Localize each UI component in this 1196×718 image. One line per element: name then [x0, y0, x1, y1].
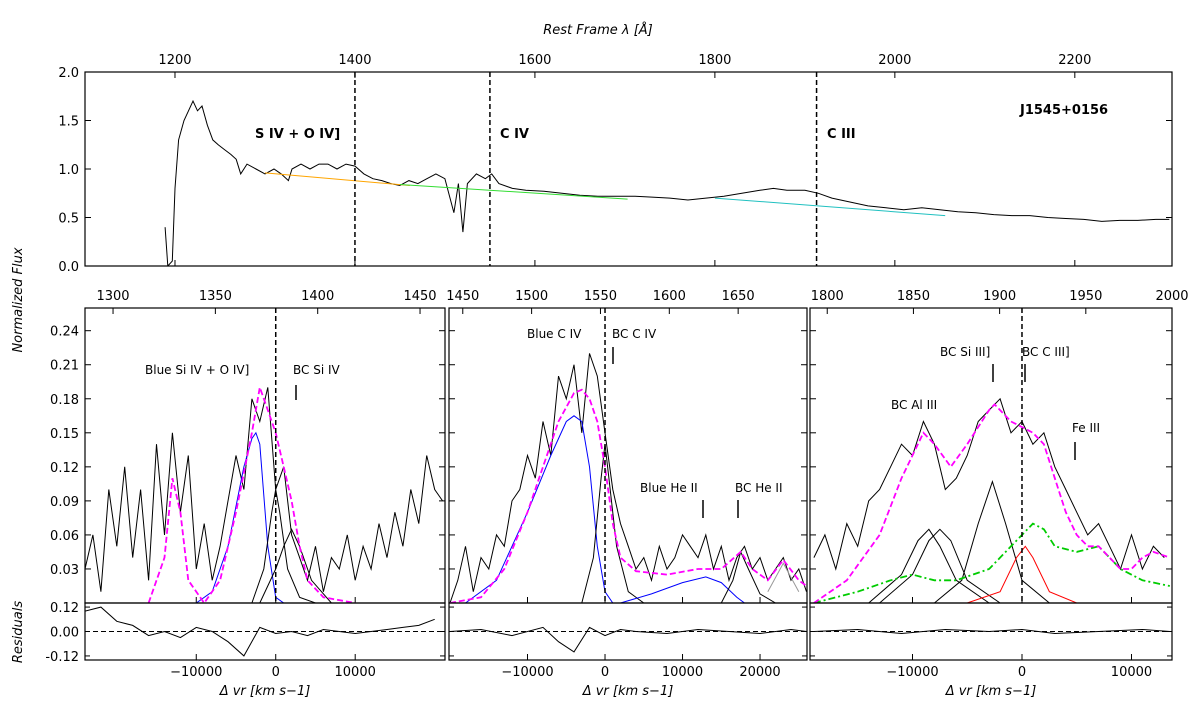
x2-tick-label: 1350	[199, 289, 232, 304]
y-tick-label: 2.0	[58, 66, 79, 81]
y-tick-label: 0.24	[50, 325, 79, 340]
y-tick-label: 1.5	[58, 115, 79, 130]
spectrum-line	[465, 415, 614, 603]
spectrum-line	[714, 197, 946, 217]
y-label: Normalized Flux	[11, 247, 26, 352]
annotation: S IV + O IV]	[255, 127, 340, 142]
annotation: J1545+0156	[1019, 103, 1108, 118]
y-tick-label: 0.03	[50, 563, 79, 578]
x2-tick-label: 1900	[983, 289, 1016, 304]
annotation: C III	[827, 127, 856, 142]
y-tick-label: 0.18	[50, 393, 79, 408]
x2-tick-label: 1850	[897, 289, 930, 304]
spectrum-line	[813, 628, 1170, 635]
axes-frame	[809, 602, 1173, 661]
spectrum-line	[879, 528, 1001, 603]
y-tick-label: 0.06	[50, 529, 79, 544]
x-tick-label: 10000	[662, 665, 703, 680]
x-tick-label: 10000	[1111, 665, 1152, 680]
spectrum-line	[581, 444, 645, 603]
spectrum-line	[449, 353, 807, 603]
spectrum-line	[147, 383, 356, 603]
x2-tick-label: 1300	[96, 289, 129, 304]
x-tick-label: −10000	[170, 665, 222, 680]
spectrum-line	[264, 172, 410, 186]
spectrum-line	[767, 562, 800, 592]
annotation: Blue Si IV + O IV]	[145, 363, 249, 377]
spectrum-line	[868, 528, 990, 603]
spectrum-line	[813, 397, 1165, 571]
y-tick-label: -0.12	[45, 650, 79, 665]
spectrum-line	[85, 387, 444, 592]
x2-tick-label: 2000	[1155, 289, 1188, 304]
spectrum-line	[813, 403, 1171, 603]
spectrum-line	[196, 431, 284, 603]
x-tick-label: 1800	[698, 53, 731, 68]
spectrum-line	[720, 550, 776, 603]
spectrum-line	[620, 576, 745, 603]
axes-frame	[84, 602, 446, 661]
y-tick-label: 0.12	[50, 461, 79, 476]
annotation: BC C III]	[1022, 345, 1070, 359]
x-tick-label: −10000	[501, 665, 553, 680]
x-label: Δ vr [km s−1]	[219, 684, 311, 699]
x2-tick-label: 1450	[403, 289, 436, 304]
annotation: Fe III	[1072, 421, 1100, 435]
y-tick-label: 0.00	[50, 626, 79, 641]
x-tick-label: 10000	[335, 665, 376, 680]
spectrum-line	[251, 489, 316, 603]
x-tick-label: 1200	[158, 53, 191, 68]
y-tick-label: 0.12	[50, 601, 79, 616]
annotation: BC He II	[735, 481, 783, 495]
x-tick-label: −10000	[886, 665, 938, 680]
axes-frame	[448, 307, 808, 604]
residual-label: Residuals	[11, 601, 26, 663]
spectrum-line	[164, 99, 1170, 266]
x2-tick-label: 1500	[515, 289, 548, 304]
x-tick-label: 2200	[1058, 53, 1091, 68]
y-tick-label: 0.21	[50, 359, 79, 374]
x-tick-label: 20000	[739, 665, 780, 680]
x-tick-label: 1600	[518, 53, 551, 68]
x2-tick-label: 1800	[811, 289, 844, 304]
top-xlabel: Rest Frame λ [Å]	[543, 22, 652, 38]
spectrum-line	[85, 606, 435, 657]
annotation: C IV	[500, 127, 529, 142]
x2-tick-label: 1950	[1069, 289, 1102, 304]
x2-tick-label: 1650	[722, 289, 755, 304]
annotation: Blue He II	[640, 481, 698, 495]
x-tick-label: 0	[272, 665, 280, 680]
y-tick-label: 0.5	[58, 212, 79, 227]
spectrum-line	[967, 545, 1077, 603]
y-tick-label: 0.09	[50, 495, 79, 510]
axes-frame	[448, 602, 808, 661]
x-label: Δ vr [km s−1]	[582, 684, 674, 699]
x2-tick-label: 1600	[653, 289, 686, 304]
x-tick-label: 2000	[878, 53, 911, 68]
x-tick-label: 0	[1018, 665, 1026, 680]
annotation: BC Si III]	[940, 345, 990, 359]
annotation: BC Al III	[891, 398, 937, 412]
y-tick-label: 0.0	[58, 260, 79, 275]
spectrum-line	[399, 184, 628, 200]
x2-tick-label: 1550	[584, 289, 617, 304]
y-tick-label: 0.15	[50, 427, 79, 442]
x-tick-label: 0	[601, 665, 609, 680]
y-tick-label: 1.0	[58, 163, 79, 178]
spectrum-line	[813, 522, 1170, 603]
x-label: Δ vr [km s−1]	[945, 684, 1037, 699]
x-tick-label: 1400	[338, 53, 371, 68]
x2-tick-label: 1450	[446, 289, 479, 304]
spectrum-line	[449, 388, 807, 603]
annotation: BC C IV	[612, 327, 657, 341]
axes-frame	[84, 71, 1173, 267]
x2-tick-label: 1400	[301, 289, 334, 304]
annotation: Blue C IV	[527, 327, 582, 341]
axes-frame	[809, 307, 1173, 604]
spectrum-line	[449, 626, 807, 653]
annotation: BC Si IV	[293, 363, 341, 377]
